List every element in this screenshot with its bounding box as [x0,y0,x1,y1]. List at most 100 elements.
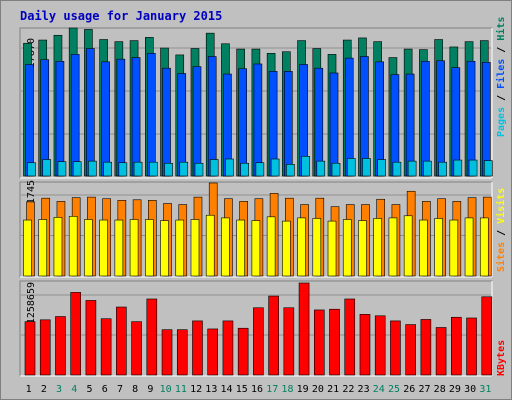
files-bar [314,67,324,177]
legend-entry: Hits [495,17,507,41]
day-label: 27 [418,384,430,395]
visits-bar [419,219,428,277]
kbytes-bar [420,319,432,376]
legend-entry: KBytes [496,340,507,376]
pages-bar [346,158,356,177]
kbytes-bar [100,318,112,376]
pages-bar [209,159,219,177]
visits-bar [68,216,78,277]
pages-bar [468,159,478,177]
kbytes-bar [39,319,51,376]
day-label: 12 [190,384,202,395]
pages-bar [270,158,280,177]
files-bar [131,57,141,177]
day-label: 24 [373,384,385,395]
files-bar [147,53,156,177]
kbytes-bar [313,309,325,376]
visits-bar [23,219,32,277]
files-bar [481,62,491,177]
pages-bar [362,158,371,177]
kbytes-bar [85,300,97,376]
top-panel-legend: Pages / Files / Hits [495,17,507,137]
day-label: 1 [26,384,32,395]
pages-bar [240,162,249,177]
pages-bar [453,159,463,177]
files-bar [177,73,187,177]
visits-bar [464,217,474,277]
files-bar [284,71,293,177]
day-label: 29 [449,384,461,395]
day-label: 4 [71,384,77,395]
pages-bar [392,161,402,177]
kbytes-bar [192,320,203,376]
kbytes-bar [481,296,493,376]
pages-bar [103,161,112,177]
visits-bar [160,220,169,277]
pages-bar [377,159,386,177]
files-bar [421,60,430,177]
visits-bar [38,219,48,277]
mid-panel-ymax-label: 1745 [26,180,37,204]
kbytes-bar [207,328,219,376]
legend-entry: Sites [495,242,507,272]
day-label: 21 [327,384,339,395]
kbytes-bar [329,308,340,376]
pages-bar [316,160,326,177]
kbytes-bar [390,320,401,376]
day-label: 28 [434,384,446,395]
day-label: 15 [236,384,248,395]
visits-bar [479,217,489,277]
visits-bar [297,217,306,277]
visits-bar [251,220,261,277]
visits-bar [358,220,367,277]
kbytes-bar [268,295,279,376]
kbytes-bar [405,324,416,376]
pages-bar [438,161,447,177]
files-bar [375,61,384,177]
legend-entry: Visits [495,188,507,224]
day-label: 10 [160,384,172,395]
pages-bar [286,164,295,177]
day-label: 14 [221,384,233,395]
pages-bar [331,162,341,177]
kbytes-bar [146,298,158,376]
day-label: 8 [132,384,138,395]
day-label: 3 [56,384,62,395]
legend-entry: Pages [496,107,507,137]
files-bar [329,72,339,177]
pages-bar [179,161,189,177]
visits-bar [312,218,322,277]
files-bar [192,66,202,177]
visits-bar [84,219,93,277]
kbytes-bar [131,321,142,376]
files-bar [86,48,95,177]
files-bar [55,60,65,177]
kbytes-bar [237,327,249,376]
visits-bar [145,219,154,277]
visits-bar [388,217,398,277]
day-label: 16 [251,384,263,395]
pages-bar [57,161,67,177]
top-panel-legend-separator: / [496,89,507,107]
pages-bar [133,161,143,177]
chart-title: Daily usage for January 2015 [20,9,222,23]
day-label: 19 [297,384,309,395]
files-bar [40,59,50,177]
visits-bar [282,220,291,277]
day-label: 6 [102,384,108,395]
kbytes-bar [161,329,173,376]
visits-bar [373,218,382,277]
legend-entry: Files [495,59,507,89]
kbytes-bar [222,320,234,376]
day-label: 2 [41,384,47,395]
kbytes-bar [374,315,386,376]
kbytes-bar [298,282,310,376]
visits-bar [114,219,124,277]
files-bar [101,61,110,177]
day-label: 23 [358,384,370,395]
kbytes-bar [116,306,127,376]
visits-bar [53,217,63,277]
visits-bar [266,216,276,277]
kbytes-bar [70,292,81,376]
